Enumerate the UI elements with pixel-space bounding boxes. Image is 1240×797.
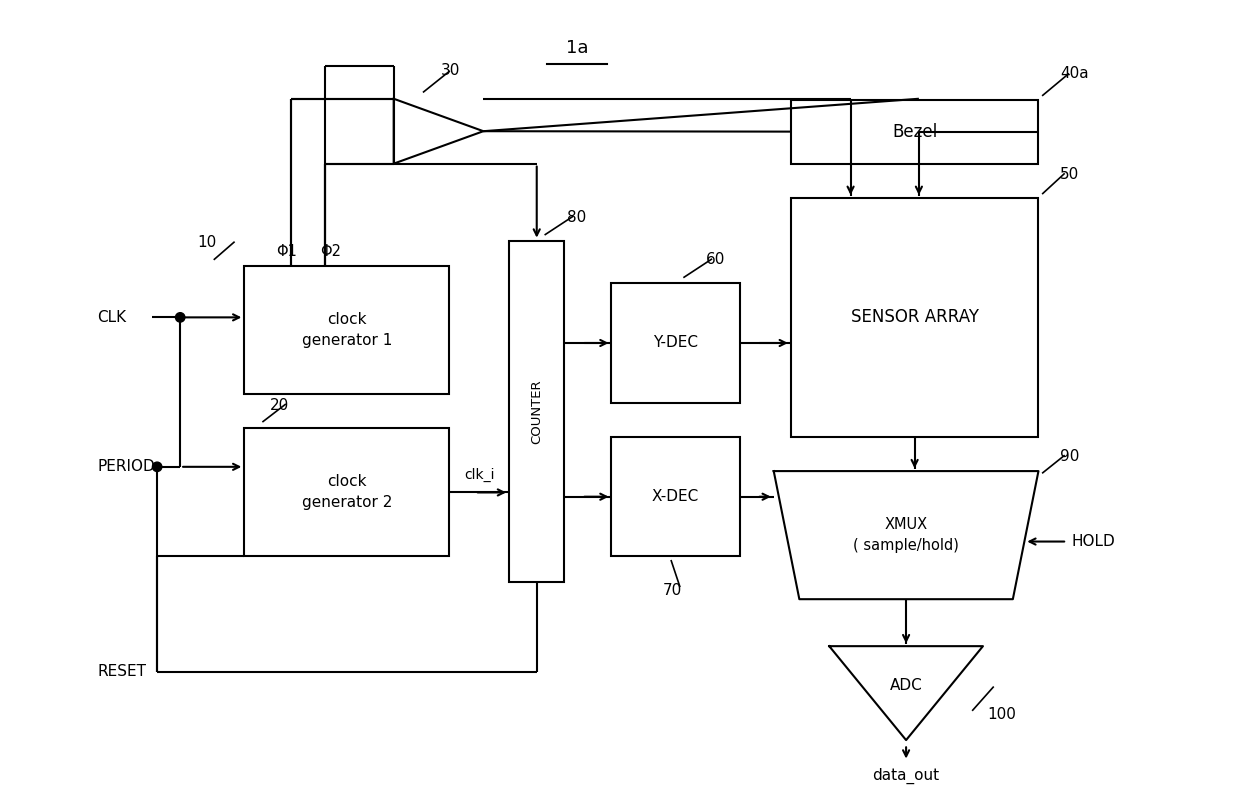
Text: XMUX
( sample/hold): XMUX ( sample/hold) bbox=[853, 517, 959, 553]
Bar bbox=[508, 241, 564, 582]
Text: clock
generator 1: clock generator 1 bbox=[301, 312, 392, 348]
Circle shape bbox=[153, 462, 162, 472]
Text: 20: 20 bbox=[270, 398, 289, 413]
Bar bbox=[791, 198, 1038, 437]
Bar bbox=[244, 266, 449, 395]
Text: Φ2: Φ2 bbox=[320, 245, 341, 259]
Bar bbox=[611, 437, 739, 556]
Text: HOLD: HOLD bbox=[1071, 534, 1115, 549]
Text: 30: 30 bbox=[440, 63, 460, 78]
Text: COUNTER: COUNTER bbox=[531, 379, 543, 444]
Text: Φ1: Φ1 bbox=[275, 245, 296, 259]
Text: clock
generator 2: clock generator 2 bbox=[301, 474, 392, 510]
Text: 100: 100 bbox=[987, 707, 1016, 722]
Text: CLK: CLK bbox=[98, 310, 126, 325]
Text: ADC: ADC bbox=[890, 678, 923, 693]
Text: 90: 90 bbox=[1060, 449, 1079, 464]
Text: 70: 70 bbox=[662, 583, 682, 598]
Text: 40a: 40a bbox=[1060, 66, 1089, 81]
Text: RESET: RESET bbox=[98, 664, 146, 679]
Bar bbox=[791, 100, 1038, 163]
Circle shape bbox=[176, 312, 185, 322]
Bar bbox=[611, 283, 739, 402]
Text: data_out: data_out bbox=[873, 768, 940, 784]
Text: Y-DEC: Y-DEC bbox=[653, 336, 698, 351]
Text: clk_i: clk_i bbox=[464, 468, 495, 482]
Text: 60: 60 bbox=[706, 253, 724, 268]
Text: 1a: 1a bbox=[565, 39, 589, 57]
Bar bbox=[244, 429, 449, 556]
Text: X-DEC: X-DEC bbox=[652, 489, 699, 505]
Text: PERIOD: PERIOD bbox=[98, 459, 155, 474]
Text: Bezel: Bezel bbox=[892, 123, 937, 140]
Text: 80: 80 bbox=[567, 210, 585, 225]
Text: 50: 50 bbox=[1060, 167, 1079, 182]
Text: SENSOR ARRAY: SENSOR ARRAY bbox=[851, 308, 978, 326]
Text: 10: 10 bbox=[197, 235, 217, 250]
